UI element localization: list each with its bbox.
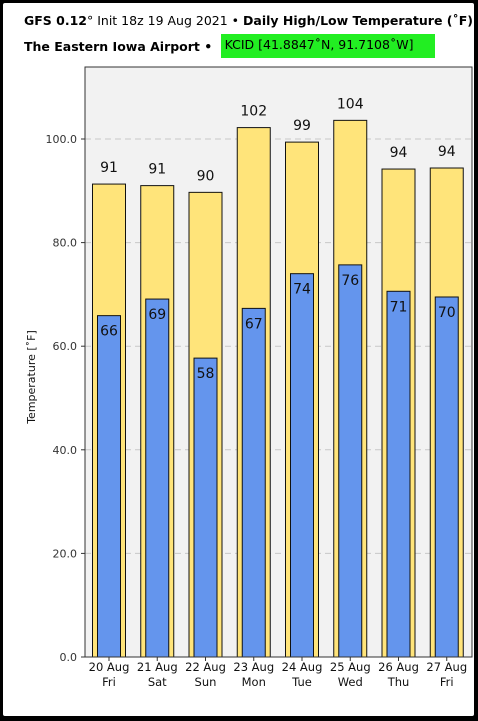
bar-low-label: 76 [341, 273, 359, 289]
x-tick-label-date: 22 Aug [185, 660, 226, 674]
bar-low [290, 273, 314, 658]
y-tick-label: 20.0 [53, 547, 78, 560]
y-tick-label: 0.0 [60, 651, 78, 664]
y-tick-label: 80.0 [53, 237, 78, 250]
bar-low [386, 290, 411, 658]
bar-high-label: 94 [390, 145, 408, 161]
x-tick-label-day: Sun [195, 675, 217, 689]
x-tick-label-date: 25 Aug [330, 660, 371, 674]
bar-low-label: 70 [438, 305, 456, 321]
bar-high-label: 91 [148, 162, 166, 178]
bar-low [193, 357, 218, 658]
location-name: The Eastern Iowa Airport [24, 38, 200, 54]
bar-low [145, 298, 170, 658]
bar-low [241, 307, 266, 658]
bar-low-label: 67 [245, 316, 263, 332]
bar-low-label: 71 [390, 299, 408, 315]
station-badge: KCID [41.8847˚N, 91.7108˚W] [220, 34, 436, 58]
x-tick-label-day: Tue [291, 675, 312, 689]
bar-high-label: 99 [293, 118, 311, 134]
x-tick-label-date: 24 Aug [282, 660, 323, 674]
x-tick-label-date: 23 Aug [233, 660, 274, 674]
plot-border [84, 66, 473, 658]
chart-title-line1: GFS 0.12° Init 18z 19 Aug 2021 • Daily H… [24, 13, 473, 28]
x-tick-label-day: Sat [148, 675, 167, 689]
bar-high-label: 104 [337, 96, 364, 112]
x-tick-label-date: 21 Aug [137, 660, 178, 674]
y-tick-label: 60.0 [53, 340, 78, 353]
title-separator: • [227, 13, 244, 28]
bar-low-label: 58 [197, 366, 215, 382]
bar-high-label: 90 [197, 168, 215, 184]
x-tick-label-day: Mon [242, 675, 266, 689]
chart-title-line2: The Eastern Iowa Airport • KCID [41.8847… [24, 34, 436, 58]
bar-low-label: 66 [100, 324, 118, 340]
model-name: GFS 0.12 [24, 13, 87, 28]
bar-low [434, 296, 459, 658]
bar-high-label: 102 [240, 104, 267, 120]
bar-high-label: 94 [438, 144, 456, 160]
y-axis-label: Temperature [˚F] [25, 330, 38, 425]
chart-title: Daily High/Low Temperature (˚F) [243, 13, 473, 28]
bar-low [338, 264, 363, 658]
y-tick-label: 40.0 [53, 444, 78, 457]
x-tick-label-day: Thu [387, 675, 410, 689]
bar-low-label: 74 [293, 282, 311, 298]
x-tick-label-date: 26 Aug [378, 660, 419, 674]
init-time: ° Init 18z 19 Aug 2021 [87, 13, 228, 28]
bar-low-label: 69 [148, 307, 166, 323]
bar-low [97, 315, 121, 658]
y-tick-label: 100.0 [46, 133, 78, 146]
x-tick-label-day: Wed [338, 675, 363, 689]
bar-high-label: 91 [100, 160, 118, 176]
x-tick-label-day: Fri [102, 675, 116, 689]
x-tick-label-date: 27 Aug [426, 660, 467, 674]
location-separator: • [199, 38, 217, 54]
x-tick-label-date: 20 Aug [89, 660, 130, 674]
x-tick-label-day: Fri [440, 675, 454, 689]
